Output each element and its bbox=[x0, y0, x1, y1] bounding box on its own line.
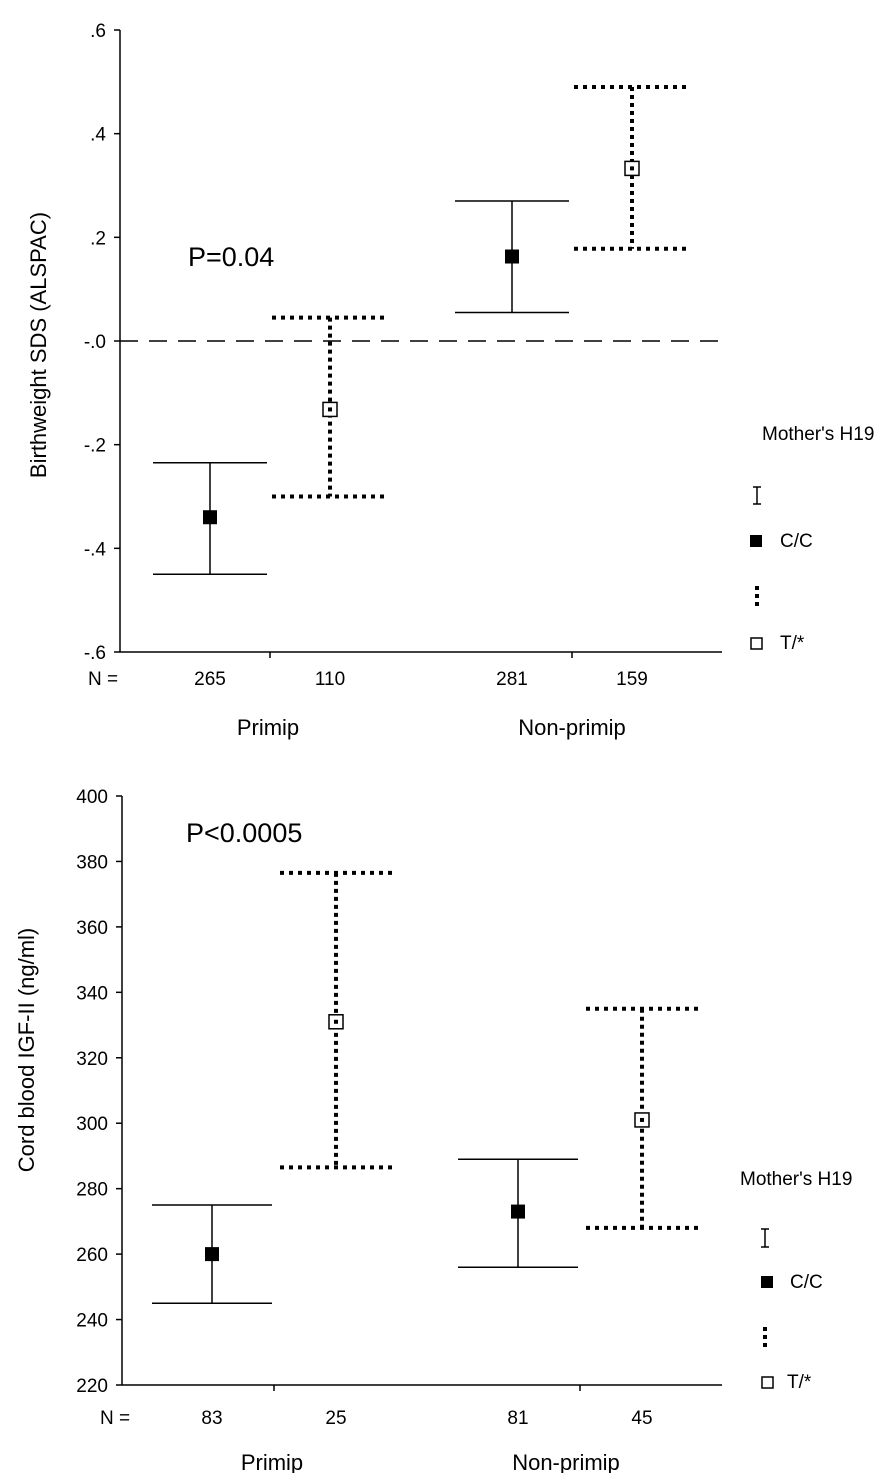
mean-marker-dot bbox=[328, 407, 332, 412]
legend-solid-bar-icon bbox=[753, 486, 761, 505]
y-tick-label: -.4 bbox=[84, 539, 107, 560]
n-count-label: 83 bbox=[201, 1408, 222, 1429]
mean-marker bbox=[203, 510, 217, 525]
legend-filled-square-icon bbox=[761, 1276, 773, 1288]
group-label-primip: Primip bbox=[237, 715, 299, 740]
n-count-label: 25 bbox=[325, 1408, 346, 1429]
legend-label-cc: C/C bbox=[790, 1272, 823, 1293]
y-tick-label: 300 bbox=[76, 1114, 108, 1135]
y-tick-label: -.6 bbox=[84, 643, 106, 664]
mean-marker-dot bbox=[630, 166, 634, 171]
n-count-label: 81 bbox=[507, 1408, 528, 1429]
mean-marker-dot bbox=[334, 1019, 338, 1024]
y-axis-title: Birthweight SDS (ALSPAC) bbox=[26, 212, 51, 478]
legend-dotted-bar-icon bbox=[763, 1327, 767, 1347]
y-tick-label: 320 bbox=[76, 1049, 108, 1070]
y-tick-label: -.2 bbox=[84, 436, 106, 457]
n-count-label: 281 bbox=[496, 669, 528, 690]
n-count-label: 110 bbox=[315, 669, 345, 690]
legend: Mother's H19 C/C T/* bbox=[740, 1169, 852, 1393]
legend-title: Mother's H19 bbox=[762, 424, 874, 445]
legend-label-t: T/* bbox=[780, 633, 805, 654]
y-tick-label: 280 bbox=[76, 1180, 108, 1201]
y-tick-label: 260 bbox=[76, 1245, 108, 1266]
y-tick-label: 220 bbox=[76, 1376, 108, 1397]
n-count-label: 265 bbox=[194, 669, 226, 690]
mean-marker-dot bbox=[640, 1117, 644, 1122]
legend: Mother's H19 C/C T/* bbox=[750, 424, 874, 654]
mean-marker bbox=[511, 1204, 525, 1219]
y-axis-title: Cord blood IGF-II (ng/ml) bbox=[14, 928, 39, 1173]
y-tick-label: 360 bbox=[76, 918, 108, 939]
y-tick-label: .2 bbox=[90, 228, 106, 249]
n-prefix-label: N = bbox=[100, 1408, 130, 1429]
n-prefix-label: N = bbox=[88, 669, 118, 690]
group-label-non-primip: Non-primip bbox=[518, 715, 626, 740]
legend-label-t: T/* bbox=[787, 1372, 812, 1393]
legend-dotted-bar-icon bbox=[755, 586, 759, 606]
birthweight-chart: Birthweight SDS (ALSPAC) P=0.04 N = Prim… bbox=[26, 21, 874, 740]
y-tick-label: 380 bbox=[76, 852, 108, 873]
legend-title: Mother's H19 bbox=[740, 1169, 852, 1190]
legend-label-cc: C/C bbox=[780, 531, 813, 552]
y-tick-label: -.0 bbox=[84, 332, 106, 353]
y-tick-label: .6 bbox=[90, 21, 106, 42]
y-tick-label: 240 bbox=[76, 1311, 108, 1332]
y-tick-label: 400 bbox=[76, 787, 108, 808]
p-value-annotation: P=0.04 bbox=[188, 242, 274, 272]
mean-marker bbox=[505, 249, 519, 264]
legend-filled-square-icon bbox=[750, 535, 762, 547]
y-tick-label: .4 bbox=[90, 125, 106, 146]
mean-marker bbox=[205, 1247, 219, 1262]
igf2-chart: Cord blood IGF-II (ng/ml) P<0.0005 N = P… bbox=[14, 787, 852, 1473]
legend-open-square-icon bbox=[761, 1376, 774, 1389]
group-label-non-primip: Non-primip bbox=[512, 1450, 620, 1473]
group-label-primip: Primip bbox=[241, 1450, 303, 1473]
n-count-label: 159 bbox=[616, 669, 648, 690]
n-count-label: 45 bbox=[631, 1408, 652, 1429]
legend-open-square-icon bbox=[750, 637, 763, 650]
y-tick-label: 340 bbox=[76, 983, 108, 1004]
p-value-annotation: P<0.0005 bbox=[186, 818, 302, 848]
legend-solid-bar-icon bbox=[761, 1228, 769, 1248]
